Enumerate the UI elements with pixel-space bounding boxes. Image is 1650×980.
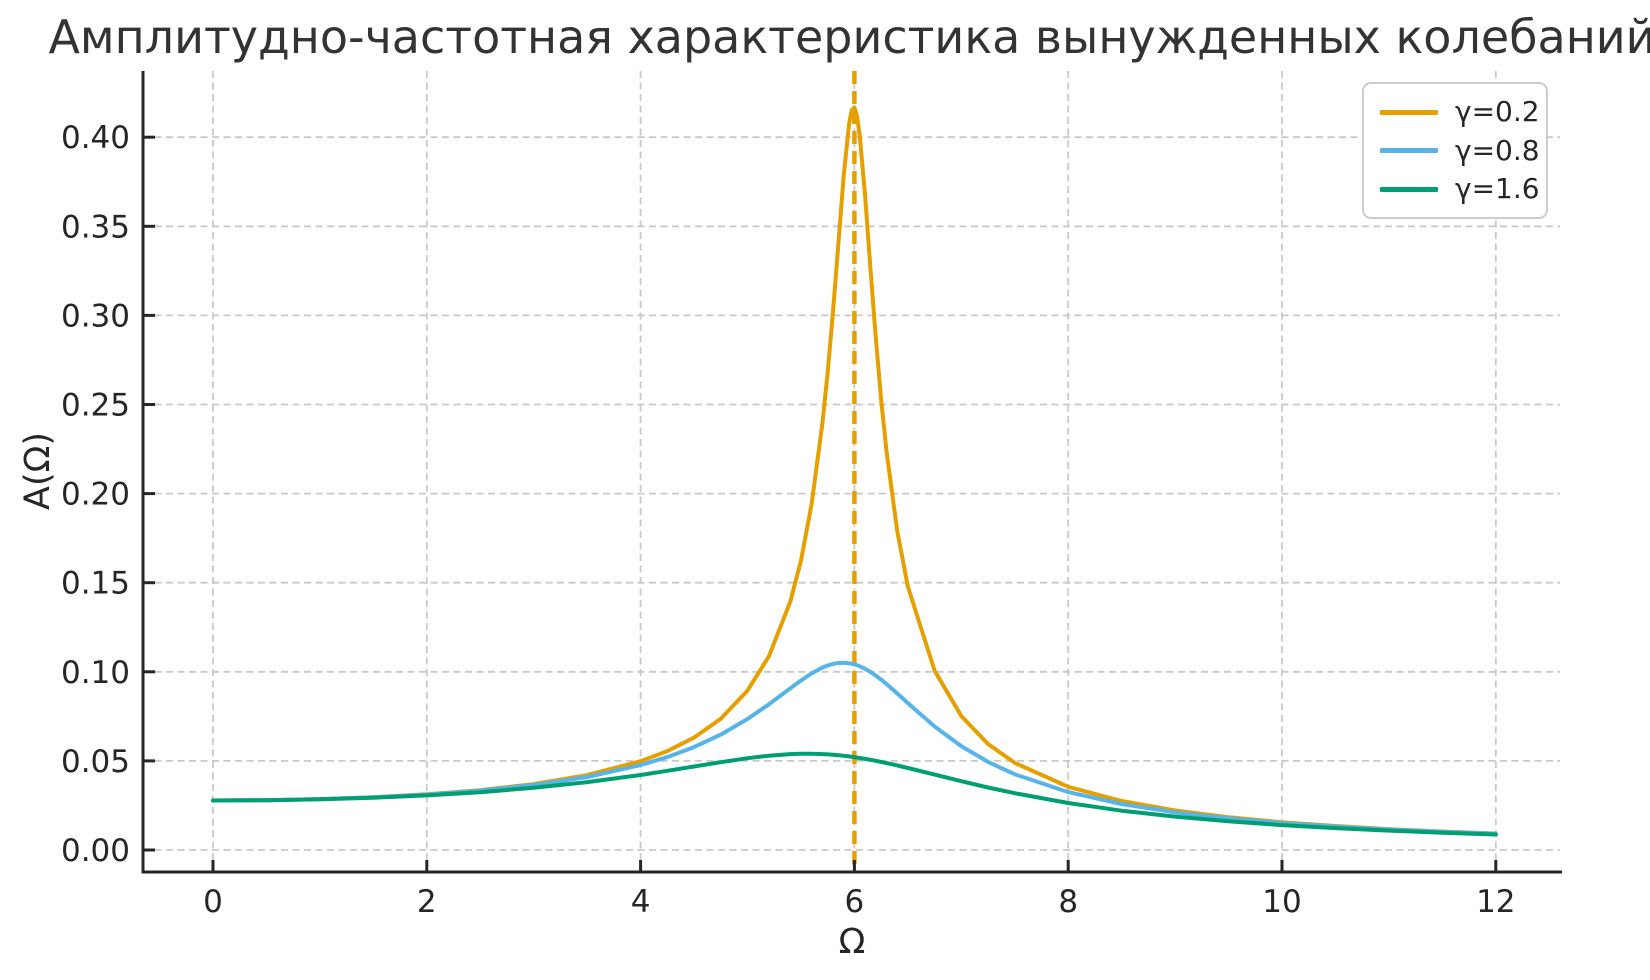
y-tick-label: 0.05 bbox=[61, 744, 130, 780]
axes-spines bbox=[141, 71, 1562, 874]
legend: γ=0.2 γ=0.8 γ=1.6 bbox=[1362, 82, 1548, 219]
legend-line-sample-0 bbox=[1380, 109, 1438, 115]
y-tick-label: 0.25 bbox=[61, 388, 130, 424]
y-tick-label: 0.35 bbox=[61, 209, 130, 245]
series-line-1 bbox=[211, 660, 1498, 836]
x-axis-label: Ω bbox=[838, 922, 866, 962]
y-axis-label: A(Ω) bbox=[18, 432, 58, 510]
legend-label-1: γ=0.8 bbox=[1455, 133, 1540, 167]
x-tick-label: 2 bbox=[417, 884, 437, 920]
y-tick-label: 0.20 bbox=[61, 477, 130, 513]
legend-line-sample-1 bbox=[1380, 148, 1438, 153]
y-tick-label: 0.15 bbox=[61, 566, 130, 602]
legend-line-sample-2 bbox=[1380, 186, 1438, 192]
x-tick-label: 12 bbox=[1476, 884, 1515, 920]
x-tick-label: 0 bbox=[203, 884, 223, 920]
legend-item: γ=0.2 bbox=[1380, 98, 1540, 126]
y-tick-label: 0.40 bbox=[61, 120, 130, 156]
y-tick-label: 0.00 bbox=[61, 833, 130, 869]
legend-item: γ=1.6 bbox=[1380, 175, 1540, 203]
legend-label-0: γ=0.2 bbox=[1455, 95, 1540, 128]
legend-label-2: γ=1.6 bbox=[1455, 172, 1540, 205]
x-tick-label: 10 bbox=[1262, 884, 1301, 920]
chart-title: Амплитудно-частотная характеристика выну… bbox=[48, 10, 1650, 64]
x-tick-label: 4 bbox=[631, 884, 651, 920]
legend-item: γ=0.8 bbox=[1380, 136, 1540, 165]
x-tick-label: 8 bbox=[1058, 884, 1078, 920]
y-tick-label: 0.10 bbox=[61, 655, 130, 691]
series-line-2 bbox=[211, 751, 1498, 837]
series-line-0 bbox=[211, 105, 1498, 836]
x-tick-label: 6 bbox=[845, 884, 865, 920]
y-tick-label: 0.30 bbox=[61, 298, 130, 334]
